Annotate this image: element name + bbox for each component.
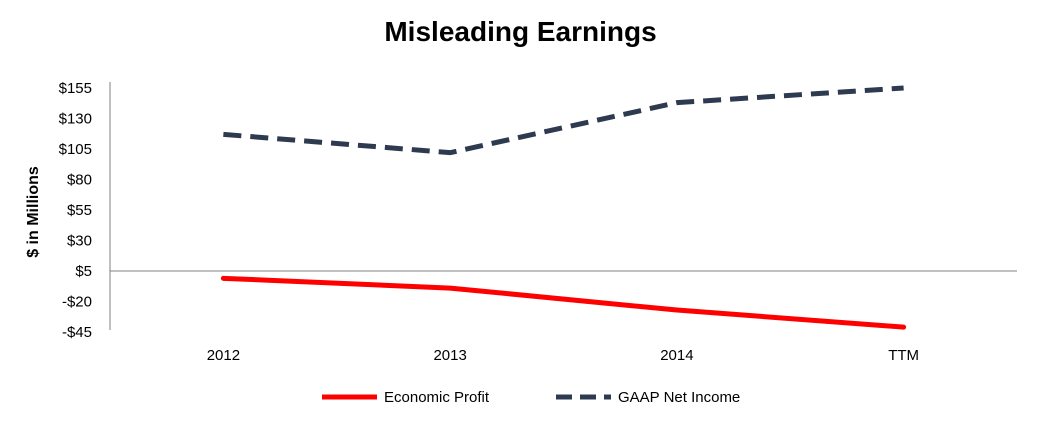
y-tick-label: $5 — [75, 263, 92, 280]
y-tick-label: $130 — [59, 111, 92, 128]
x-tick-label: 2013 — [433, 347, 466, 364]
y-tick-label: $55 — [67, 202, 92, 219]
x-tick-label: 2012 — [207, 347, 240, 364]
legend: Economic Profit GAAP Net Income — [322, 389, 740, 406]
y-tick-label: -$20 — [62, 294, 92, 311]
gaap-net-income-line — [223, 85, 904, 156]
y-tick-label: $80 — [67, 172, 92, 189]
series-lines — [220, 85, 907, 330]
x-tick-label: 2014 — [660, 347, 693, 364]
x-tick-label: TTM — [888, 347, 919, 364]
y-axis-label: $ in Millions — [25, 166, 42, 258]
legend-label: GAAP Net Income — [618, 389, 740, 406]
economic-profit-line — [220, 275, 907, 330]
y-tick-label: $105 — [59, 141, 92, 158]
legend-label: Economic Profit — [384, 389, 490, 406]
y-tick-label: -$45 — [62, 324, 92, 341]
chart-title: Misleading Earnings — [384, 16, 657, 47]
y-tick-label: $155 — [59, 80, 92, 97]
y-tick-label: $30 — [67, 233, 92, 250]
x-tick-labels: 2012 2013 2014 TTM — [207, 347, 919, 364]
y-tick-labels: $155 $130 $105 $80 $55 $30 $5 -$20 -$45 — [59, 80, 92, 341]
